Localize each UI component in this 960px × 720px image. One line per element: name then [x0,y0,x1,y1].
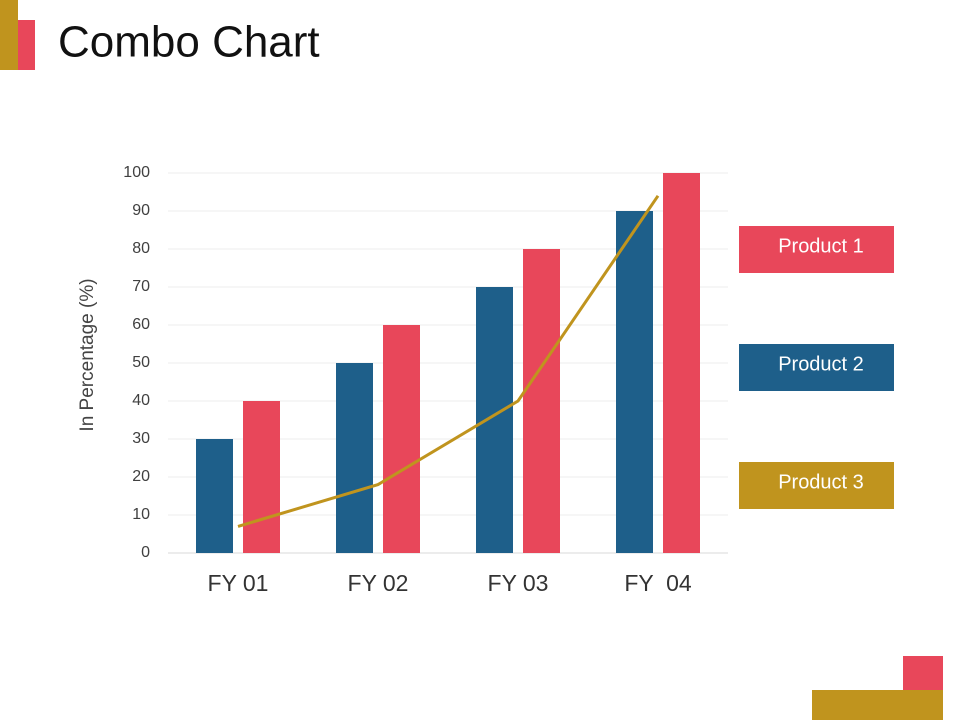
y-tick-label: 10 [132,506,150,523]
bar [616,211,653,553]
bar [196,439,233,553]
decor-bar [18,20,35,70]
y-tick-label: 90 [132,202,150,219]
legend-label: Product 1 [778,235,864,257]
bar [663,173,700,553]
legend-label: Product 3 [778,471,864,493]
bar [383,325,420,553]
bar [476,287,513,553]
legend-swatch [739,226,894,273]
x-tick-label: FY 03 [488,570,549,596]
y-tick-label: 40 [132,392,150,409]
y-tick-label: 100 [123,164,150,181]
y-tick-label: 80 [132,240,150,257]
y-axis-label: In Percentage (%) [77,278,98,431]
bar [336,363,373,553]
line [237,194,660,528]
bar [243,401,280,553]
x-tick-label: FY 01 [208,570,269,596]
x-tick-label: FY 04 [624,570,692,596]
bar [523,249,560,553]
y-tick-label: 70 [132,278,150,295]
decor-square [903,656,943,690]
decor-bar [0,0,18,70]
y-tick-label: 60 [132,316,150,333]
y-tick-label: 50 [132,354,150,371]
y-tick-label: 20 [132,468,150,485]
chart-title: Combo Chart [58,18,320,67]
decor-bar [812,690,943,720]
x-tick-label: FY 02 [348,570,409,596]
legend-swatch [739,344,894,391]
legend-label: Product 2 [778,353,864,375]
y-tick-label: 30 [132,430,150,447]
legend-swatch [739,462,894,509]
y-tick-label: 0 [141,544,150,561]
